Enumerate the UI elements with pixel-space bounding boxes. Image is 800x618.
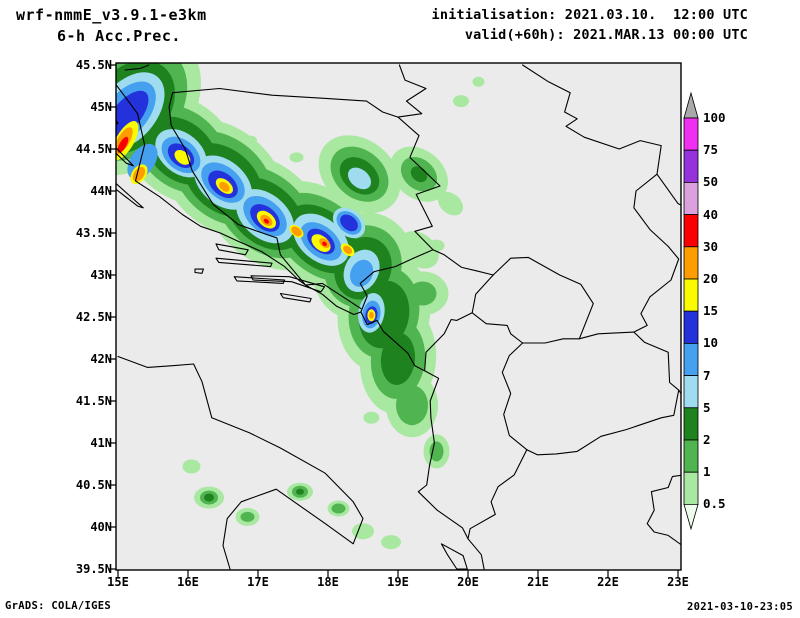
colorbar-segment [683, 214, 699, 248]
lon-tick-label: 23E [667, 575, 689, 589]
colorbar-segment [683, 375, 699, 409]
field-title: 6-h Acc.Prec. [57, 27, 181, 45]
colorbar-level-label: 50 [703, 174, 719, 190]
model-title: wrf-nmmE_v3.9.1-e3km [16, 6, 207, 24]
colorbar-level-label: 100 [703, 110, 726, 125]
colorbar-level-label: 10 [703, 335, 719, 351]
colorbar-level-label: 75 [703, 142, 719, 158]
colorbar-level-label: 15 [703, 303, 719, 319]
colorbar-level-label: 40 [703, 206, 719, 222]
colorbar-top-arrow [683, 91, 699, 119]
colorbar-segment [683, 407, 699, 441]
colorbar-segment [683, 471, 699, 505]
colorbar-level-label: 2 [703, 432, 711, 447]
lon-tick-label: 15E [107, 575, 129, 589]
colorbar-segment [683, 181, 699, 215]
lat-tick-label: 43.5N [75, 226, 112, 240]
axis-ticks [109, 64, 679, 577]
colorbar-segment [683, 246, 699, 280]
lat-tick-label: 40.5N [75, 478, 112, 492]
lat-tick-label: 42.5N [75, 310, 112, 324]
lon-tick-label: 22E [597, 575, 619, 589]
lat-tick-label: 43N [90, 268, 112, 282]
valid-time-label: valid(+60h): 2021.MAR.13 00:00 UTC [464, 27, 748, 43]
colorbar-segment [683, 278, 699, 312]
colorbar-segment [683, 117, 699, 151]
colorbar-level-label: 1 [703, 464, 711, 480]
colorbar-level-label: 5 [703, 399, 711, 415]
lat-tick-label: 41N [90, 436, 112, 450]
lat-tick-label: 39.5N [75, 562, 112, 576]
init-time-label: initialisation: 2021.03.10. 12:00 UTC [431, 7, 748, 23]
creation-timestamp: 2021-03-10-23:05 [687, 601, 793, 613]
lon-tick-label: 17E [247, 575, 269, 589]
grads-credit: GrADS: COLA/IGES [5, 600, 111, 612]
lat-tick-label: 41.5N [75, 394, 112, 408]
colorbar-level-label: 7 [703, 367, 711, 383]
lon-tick-label: 18E [317, 575, 339, 589]
lat-tick-label: 45N [90, 100, 112, 114]
lon-tick-label: 21E [527, 575, 549, 589]
lat-tick-label: 40N [90, 520, 112, 534]
lat-tick-label: 45.5N [75, 58, 112, 72]
colorbar-level-label: 20 [703, 271, 719, 286]
lat-tick-label: 44N [90, 184, 112, 198]
colorbar-level-label: 30 [703, 238, 719, 254]
country-borders [116, 64, 681, 570]
colorbar [683, 91, 699, 531]
lon-tick-label: 20E [457, 575, 479, 589]
colorbar-segment [683, 439, 699, 473]
lon-tick-label: 19E [387, 575, 409, 589]
lat-tick-label: 42N [90, 352, 112, 366]
lat-tick-label: 44.5N [75, 142, 112, 156]
colorbar-segment [683, 310, 699, 344]
colorbar-bottom-arrow [683, 503, 699, 531]
precipitation-shading-layer [116, 63, 485, 550]
colorbar-segment [683, 342, 699, 376]
colorbar-segment [683, 149, 699, 183]
lon-tick-label: 16E [177, 575, 199, 589]
colorbar-level-label: 0.5 [703, 496, 726, 512]
